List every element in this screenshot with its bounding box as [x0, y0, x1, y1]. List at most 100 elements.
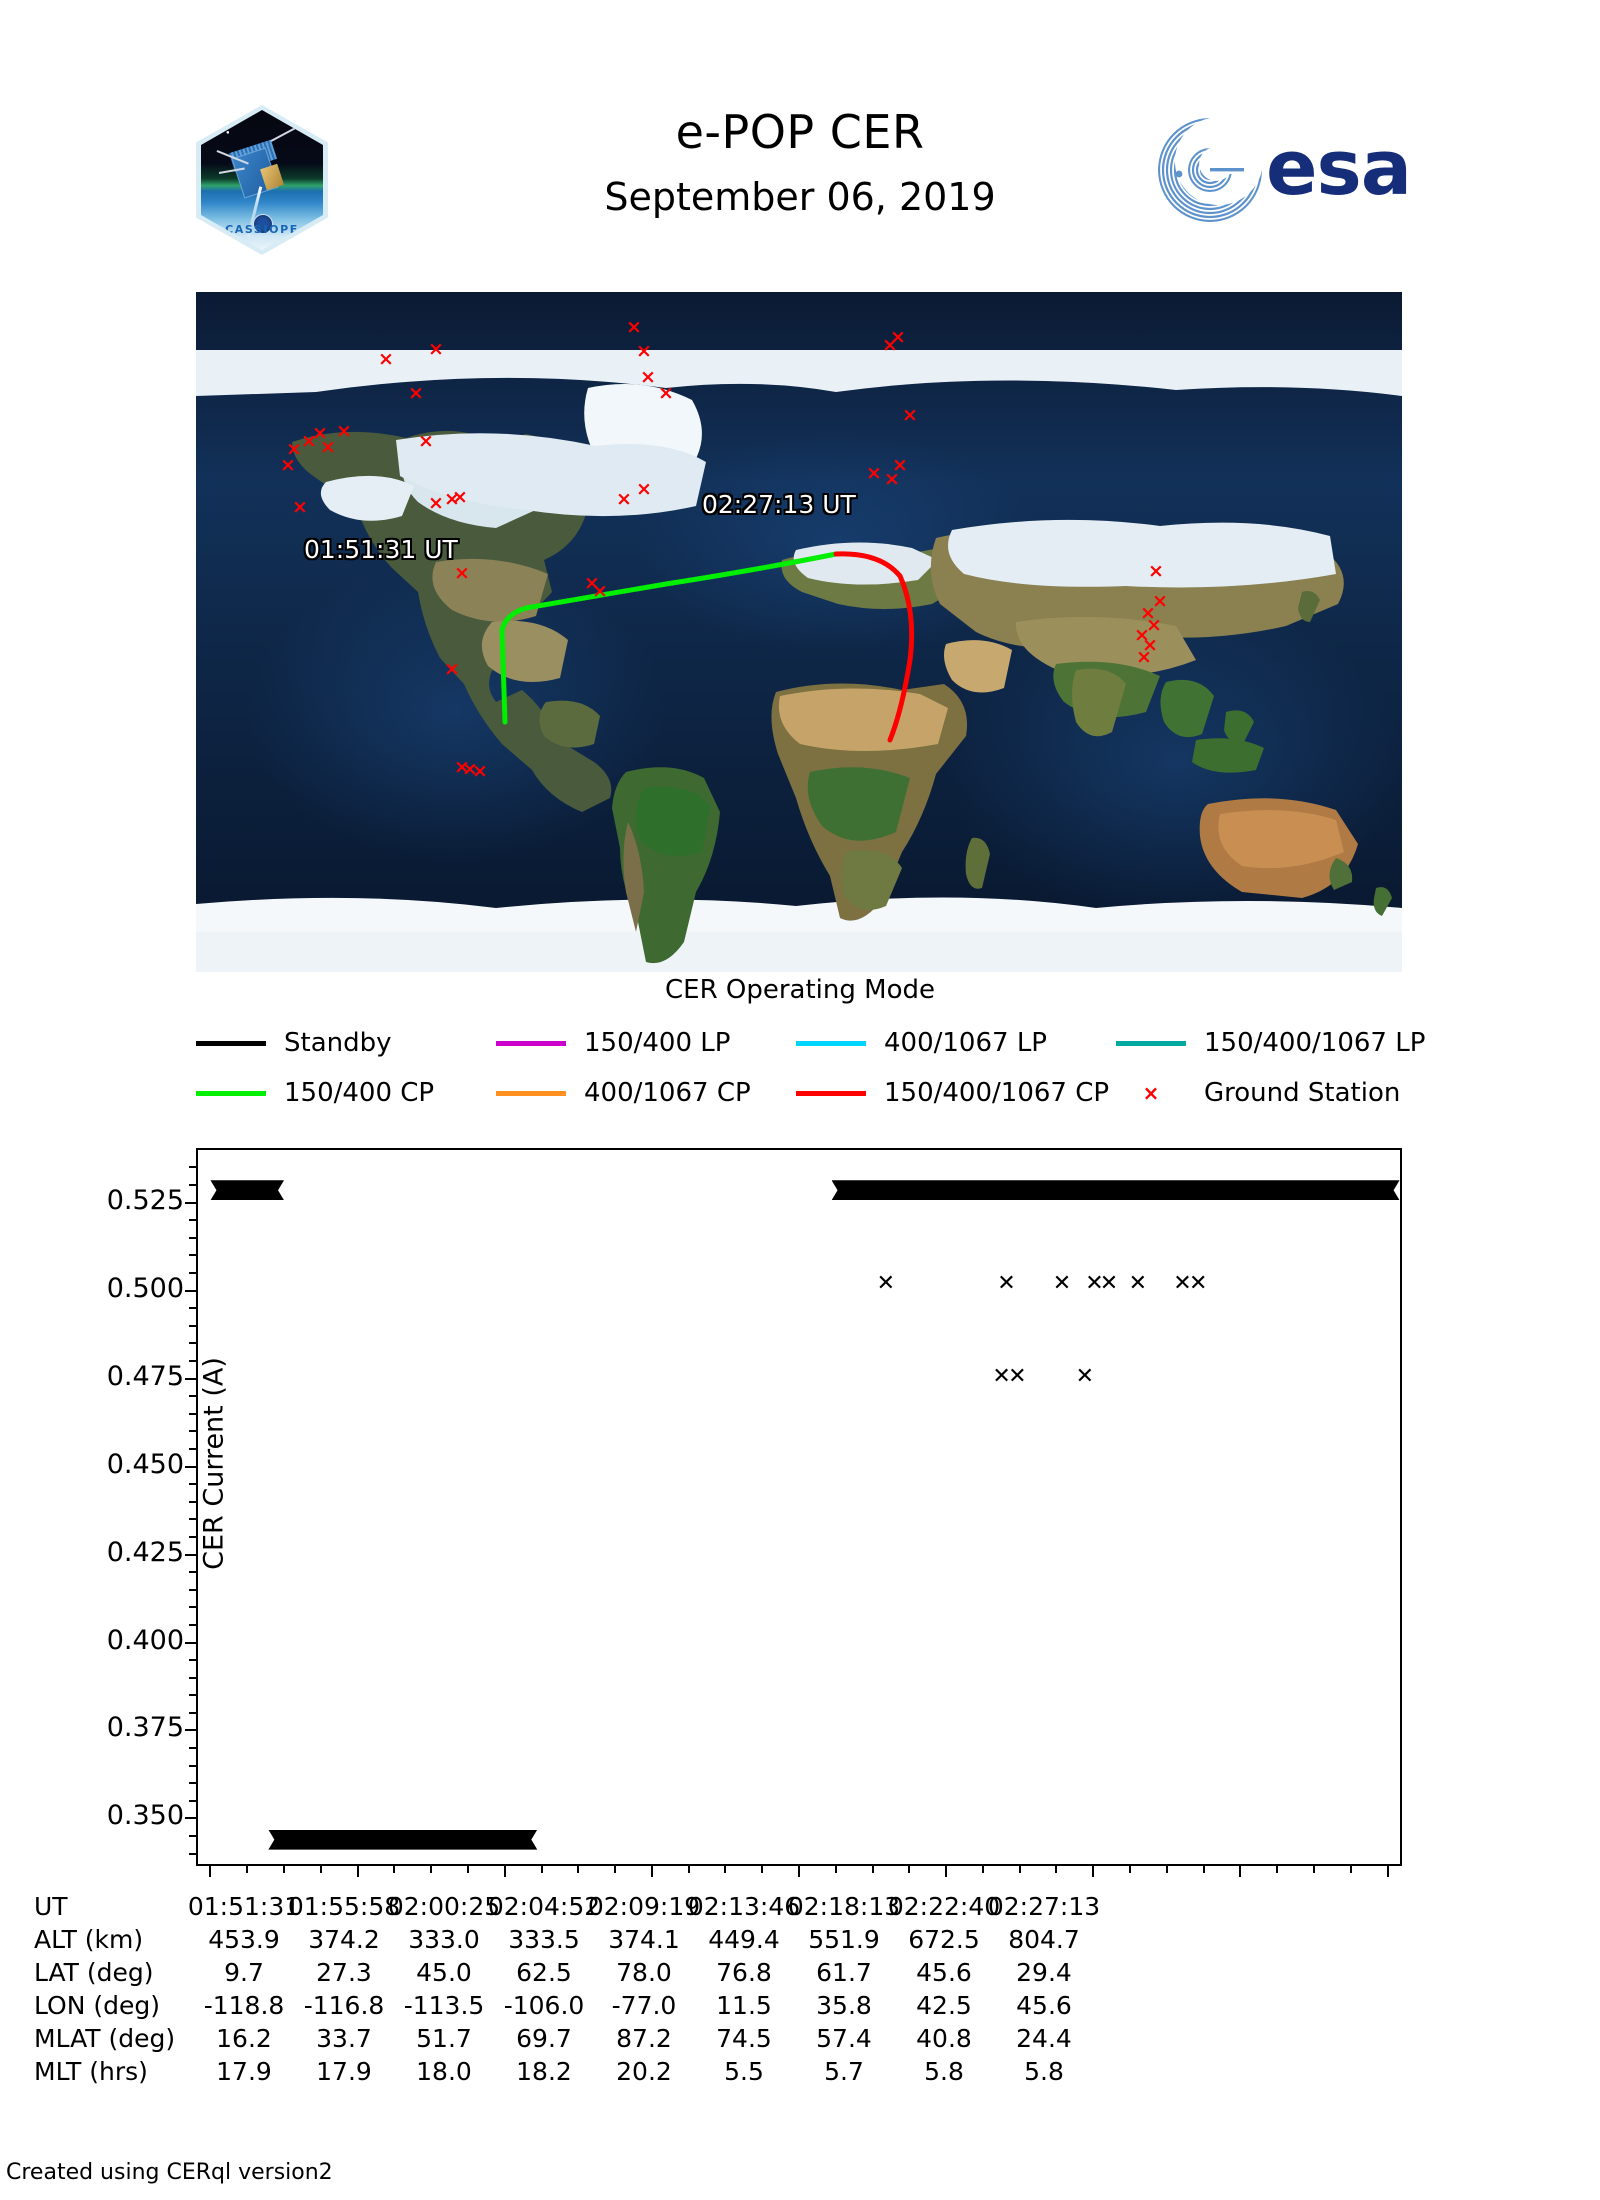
- x-tick-minor: [283, 1866, 286, 1873]
- y-tick-minor: [189, 1236, 196, 1239]
- y-tick-minor: [189, 1588, 196, 1591]
- y-tick-minor: [189, 1835, 196, 1838]
- ground-station-marker: ×: [592, 580, 608, 602]
- scatter-marker: ✕: [876, 1270, 896, 1296]
- table-row: LON (deg) -118.8 -116.8 -113.5 -106.0 -7…: [34, 1991, 1454, 2024]
- scatter-dense-band: [210, 1180, 284, 1200]
- y-tick-minor: [189, 1254, 196, 1257]
- plot-frame: [196, 1148, 1402, 1866]
- x-tick-major: [503, 1866, 506, 1877]
- ground-station-marker: ×: [280, 454, 296, 476]
- y-tick-minor: [189, 1676, 196, 1679]
- table-cell: 33.7: [316, 2024, 372, 2053]
- y-tick-minor: [189, 1782, 196, 1785]
- table-row-key: MLT (hrs): [34, 2057, 148, 2086]
- y-tick-major: [185, 1817, 196, 1820]
- ground-station-marker: ×: [640, 366, 656, 388]
- table-cell: 374.2: [308, 1925, 380, 1954]
- legend-label-150-400-lp: 150/400 LP: [584, 1028, 731, 1058]
- legend-label-150-400-1067-cp: 150/400/1067 CP: [884, 1078, 1110, 1108]
- legend-item-150-400-cp: 150/400 CP: [196, 1070, 496, 1116]
- y-tick-minor: [189, 1412, 196, 1415]
- map-end-time-label: 02:27:13 UT: [702, 490, 856, 519]
- x-tick-major: [1239, 1866, 1242, 1877]
- page-header: CASSIOPE e-POP CER September 06, 2019: [0, 0, 1600, 270]
- table-cell: 453.9: [208, 1925, 280, 1954]
- table-cell: 02:00:25: [387, 1892, 501, 1921]
- y-axis-label: CER Current (A): [198, 1357, 230, 1570]
- legend-swatch-150-400-1067-lp: [1116, 1040, 1186, 1046]
- table-cell: 51.7: [416, 2024, 472, 2053]
- map-caption: CER Operating Mode: [664, 975, 935, 1005]
- ground-station-marker: ×: [1134, 624, 1150, 646]
- scatter-marker: ✕: [1008, 1363, 1027, 1389]
- legend-swatch-150-400-1067-cp: [796, 1090, 866, 1096]
- table-cell: 672.5: [908, 1925, 980, 1954]
- y-tick-major: [185, 1641, 196, 1644]
- table-cell: -106.0: [503, 1991, 585, 2020]
- table-cell: 01:51:31: [187, 1892, 301, 1921]
- y-tick-minor: [189, 1359, 196, 1362]
- ground-station-marker: ×: [1152, 590, 1168, 612]
- y-tick-minor: [189, 1535, 196, 1538]
- ground-station-marker: ×: [1142, 634, 1158, 656]
- table-row: LAT (deg) 9.7 27.3 45.0 62.5 78.0 76.8 6…: [34, 1958, 1454, 1991]
- y-tick-minor: [189, 1711, 196, 1714]
- scatter-marker: ✕: [1052, 1270, 1072, 1296]
- esa-logo: esa: [1158, 118, 1448, 222]
- scatter-marker: ✕: [1075, 1363, 1095, 1389]
- table-cell: 24.4: [1016, 2024, 1072, 2053]
- legend-item-150-400-1067-cp: 150/400/1067 CP: [796, 1070, 1116, 1116]
- ground-station-marker: ×: [884, 468, 900, 490]
- world-map-image: × × × × × × × × × × × × × × × × × × × × …: [196, 292, 1402, 972]
- table-cell: 78.0: [616, 1958, 672, 1987]
- x-tick-minor: [687, 1866, 690, 1873]
- y-tick-label: 0.425: [106, 1536, 184, 1568]
- table-cell: 5.7: [824, 2057, 864, 2086]
- table-row-key: ALT (km): [34, 1925, 144, 1954]
- y-tick-label: 0.525: [106, 1184, 184, 1216]
- ground-station-marker: ×: [658, 382, 674, 404]
- ground-station-marker: ×: [472, 760, 488, 782]
- scatter-marker: ✕: [1173, 1270, 1192, 1296]
- ground-station-marker: ×: [584, 572, 600, 594]
- ground-station-marker: ×: [301, 430, 317, 452]
- x-tick-major: [209, 1866, 212, 1877]
- table-cell: 02:09:19: [587, 1892, 701, 1921]
- legend-item-400-1067-cp: 400/1067 CP: [496, 1070, 796, 1116]
- scatter-marker: ✕: [997, 1270, 1016, 1296]
- table-cell: 02:13:46: [687, 1892, 801, 1921]
- esa-swoosh-icon: [1158, 118, 1262, 222]
- x-tick-minor: [1055, 1866, 1058, 1873]
- ground-station-marker: ×: [292, 496, 308, 518]
- map-start-time-label: 01:51:31 UT: [304, 535, 458, 564]
- x-tick-minor: [724, 1866, 727, 1873]
- cassiope-logo: CASSIOPE: [196, 105, 328, 255]
- y-tick-label: 0.350: [106, 1800, 184, 1832]
- x-tick-major: [945, 1866, 948, 1877]
- y-tick-label: 0.400: [106, 1624, 184, 1656]
- ground-station-marker: ×: [336, 420, 352, 442]
- table-cell: 01:55:58: [287, 1892, 401, 1921]
- scatter-marker: ✕: [1188, 1270, 1208, 1296]
- legend-swatch-150-400-cp: [196, 1090, 266, 1096]
- table-cell: 02:04:52: [487, 1892, 601, 1921]
- y-tick-label: 0.500: [106, 1272, 184, 1304]
- table-cell: 17.9: [216, 2057, 272, 2086]
- ground-station-marker: ×: [408, 382, 424, 404]
- y-tick-minor: [189, 1324, 196, 1327]
- table-cell: 42.5: [916, 1991, 972, 2020]
- table-cell: 18.0: [416, 2057, 472, 2086]
- ground-station-marker: ×: [1148, 560, 1164, 582]
- table-cell: 62.5: [516, 1958, 572, 1987]
- y-tick-major: [185, 1553, 196, 1556]
- table-cell: 333.5: [508, 1925, 580, 1954]
- ground-station-marker: ×: [378, 348, 394, 370]
- table-row: MLAT (deg) 16.2 33.7 51.7 69.7 87.2 74.5…: [34, 2024, 1454, 2057]
- ground-station-marker: ×: [454, 756, 470, 778]
- ground-station-marker: ×: [902, 404, 918, 426]
- ground-station-marker: ×: [616, 488, 632, 510]
- ground-station-marker: ×: [286, 438, 302, 460]
- table-cell: 61.7: [816, 1958, 872, 1987]
